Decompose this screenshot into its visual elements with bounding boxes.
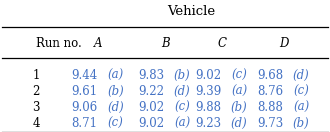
Text: (b): (b) bbox=[293, 117, 310, 130]
Text: 8.76: 8.76 bbox=[257, 85, 283, 98]
Text: 3: 3 bbox=[33, 101, 40, 114]
Text: 9.22: 9.22 bbox=[138, 85, 164, 98]
Text: (c): (c) bbox=[108, 117, 123, 130]
Text: 9.73: 9.73 bbox=[257, 117, 283, 130]
Text: C: C bbox=[217, 37, 226, 50]
Text: Run no.: Run no. bbox=[36, 37, 82, 50]
Text: 9.02: 9.02 bbox=[195, 69, 221, 82]
Text: 9.83: 9.83 bbox=[138, 69, 164, 82]
Text: 9.02: 9.02 bbox=[138, 117, 164, 130]
Text: 9.06: 9.06 bbox=[71, 101, 98, 114]
Text: (d): (d) bbox=[107, 101, 124, 114]
Text: (b): (b) bbox=[174, 69, 191, 82]
Text: 9.61: 9.61 bbox=[72, 85, 98, 98]
Text: (c): (c) bbox=[174, 101, 190, 114]
Text: 9.02: 9.02 bbox=[138, 101, 164, 114]
Text: 9.88: 9.88 bbox=[195, 101, 221, 114]
Text: 9.44: 9.44 bbox=[71, 69, 98, 82]
Text: 2: 2 bbox=[33, 85, 40, 98]
Text: 4: 4 bbox=[33, 117, 40, 130]
Text: A: A bbox=[94, 37, 102, 50]
Text: 8.71: 8.71 bbox=[72, 117, 98, 130]
Text: (b): (b) bbox=[231, 101, 248, 114]
Text: (b): (b) bbox=[107, 85, 124, 98]
Text: (d): (d) bbox=[231, 117, 248, 130]
Text: (a): (a) bbox=[174, 117, 190, 130]
Text: B: B bbox=[161, 37, 169, 50]
Text: 8.88: 8.88 bbox=[257, 101, 283, 114]
Text: (c): (c) bbox=[293, 85, 309, 98]
Text: (a): (a) bbox=[107, 69, 124, 82]
Text: (d): (d) bbox=[174, 85, 191, 98]
Text: D: D bbox=[279, 37, 289, 50]
Text: 1: 1 bbox=[33, 69, 40, 82]
Text: (a): (a) bbox=[231, 85, 248, 98]
Text: (c): (c) bbox=[231, 69, 247, 82]
Text: Vehicle: Vehicle bbox=[167, 5, 215, 18]
Text: 9.68: 9.68 bbox=[257, 69, 283, 82]
Text: (d): (d) bbox=[293, 69, 310, 82]
Text: 9.39: 9.39 bbox=[195, 85, 221, 98]
Text: (a): (a) bbox=[293, 101, 309, 114]
Text: 9.23: 9.23 bbox=[195, 117, 221, 130]
